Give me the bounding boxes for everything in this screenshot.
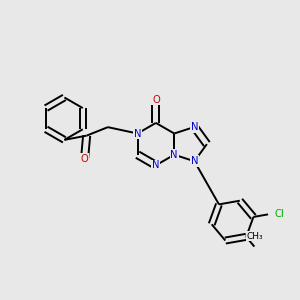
- Text: O: O: [81, 154, 88, 164]
- Text: N: N: [191, 156, 198, 166]
- Text: CH₃: CH₃: [246, 232, 263, 241]
- Text: O: O: [152, 94, 160, 105]
- Text: N: N: [191, 122, 198, 132]
- Text: Cl: Cl: [274, 209, 284, 219]
- Text: N: N: [152, 160, 160, 170]
- Text: N: N: [134, 128, 141, 139]
- Text: N: N: [170, 150, 178, 160]
